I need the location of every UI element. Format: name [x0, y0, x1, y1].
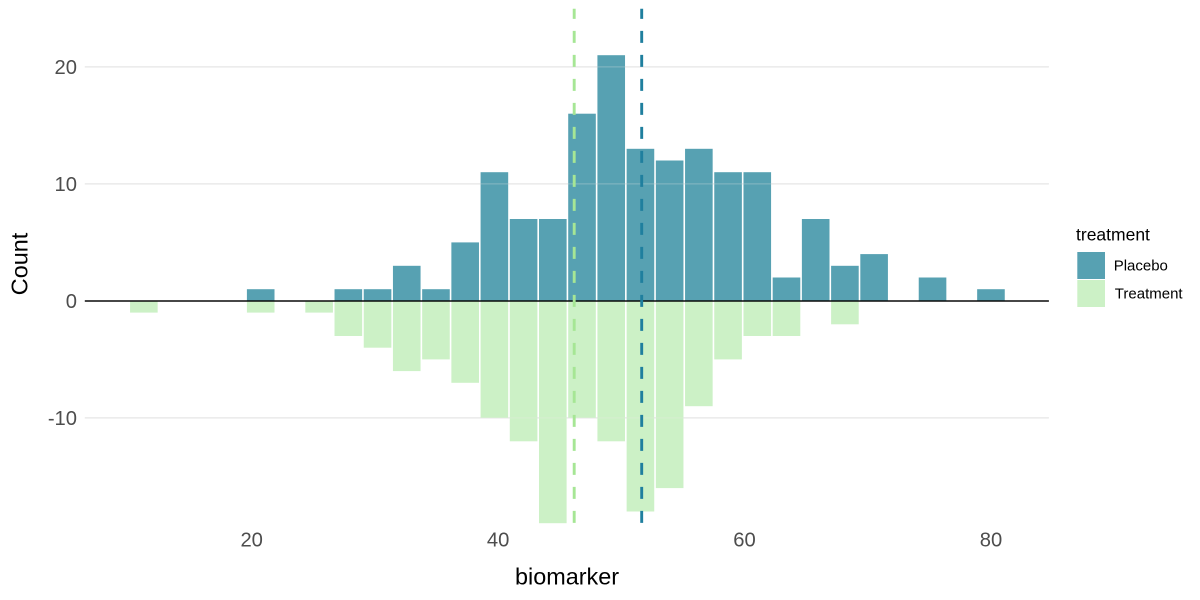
svg-text:80: 80 — [980, 530, 1002, 552]
svg-text:40: 40 — [487, 530, 509, 552]
svg-text:treatment: treatment — [1076, 225, 1150, 245]
svg-text:biomarker: biomarker — [515, 564, 619, 590]
svg-text:20: 20 — [240, 530, 262, 552]
svg-text:0: 0 — [66, 291, 77, 313]
svg-text:-10: -10 — [48, 408, 77, 430]
svg-text:20: 20 — [55, 57, 77, 79]
svg-text:Count: Count — [7, 232, 33, 295]
svg-text:10: 10 — [55, 174, 77, 196]
svg-text:60: 60 — [733, 530, 755, 552]
svg-text:Treatment: Treatment — [1115, 286, 1184, 303]
svg-text:Placebo: Placebo — [1114, 258, 1168, 275]
